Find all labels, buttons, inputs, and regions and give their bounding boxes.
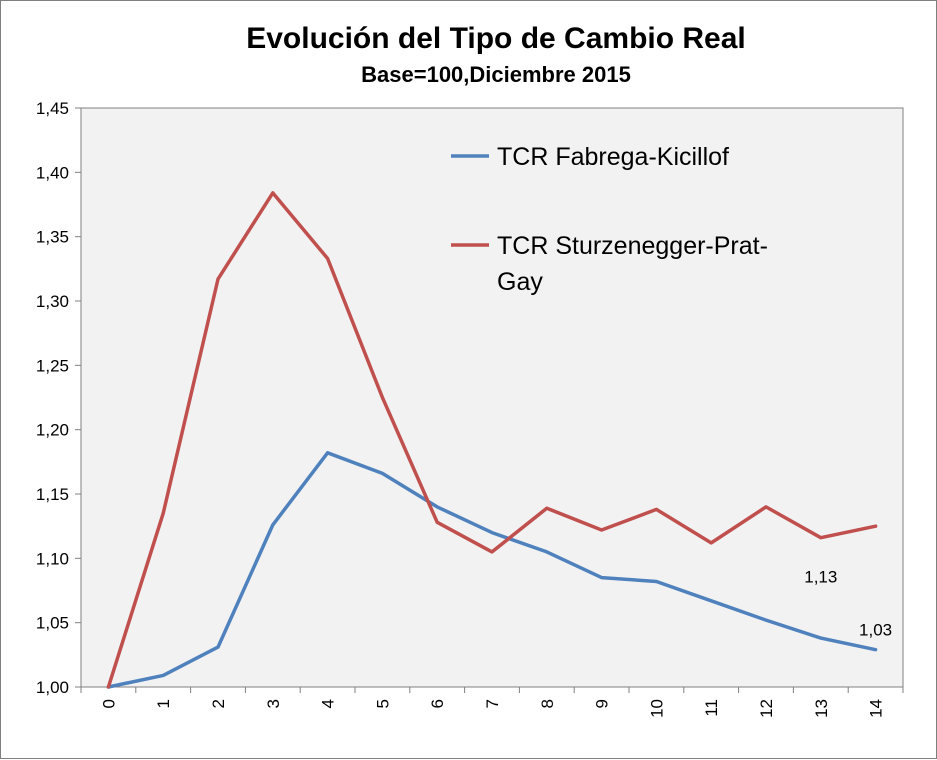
x-tick-label: 2 (209, 699, 228, 708)
y-tick-label: 1,05 (36, 614, 69, 633)
x-tick-label: 4 (319, 699, 338, 708)
y-tick-label: 1,15 (36, 485, 69, 504)
x-axis: 0 1 2 3 4 5 6 7 8 9 10 11 12 13 14 (80, 687, 904, 718)
x-tick-label: 11 (702, 699, 721, 717)
y-axis: 1,00 1,05 1,10 1,15 1,20 1,25 1,30 1,35 1,40 1,45 (36, 99, 81, 697)
y-tick-label: 1,20 (36, 421, 69, 440)
x-tick-label: 0 (99, 699, 118, 708)
series-line-1 (106, 191, 878, 689)
x-tick-label: 8 (538, 699, 557, 708)
series-line-0 (106, 451, 878, 689)
y-tick-label: 1,10 (36, 549, 69, 568)
y-tick-label: 1,40 (36, 163, 69, 182)
y-tick-label: 1,45 (36, 99, 69, 118)
y-tick-label: 1,00 (36, 678, 69, 697)
series-layer (106, 191, 878, 689)
y-tick-label: 1,35 (36, 228, 69, 247)
x-tick-label: 7 (483, 699, 502, 708)
x-tick-label: 10 (647, 699, 666, 718)
chart-subtitle: Base=100,Diciembre 2015 (361, 62, 631, 87)
x-tick-label: 6 (428, 699, 447, 708)
x-tick-label: 13 (812, 699, 831, 718)
x-tick-label: 14 (867, 699, 886, 718)
y-tick-label: 1,25 (36, 356, 69, 375)
legend: TCR Fabrega-Kicillof TCR Sturzenegger-Pra… (451, 143, 768, 296)
x-tick-label: 5 (373, 699, 392, 708)
plot-area (80, 107, 904, 688)
x-tick-label: 12 (757, 699, 776, 718)
data-label: 1,13 (804, 568, 837, 587)
x-tick-label: 3 (264, 699, 283, 708)
chart-title: Evolución del Tipo de Cambio Real (246, 22, 746, 55)
annotations: 1,13 1,03 (804, 568, 892, 640)
legend-label-0: TCR Fabrega-Kicillof (497, 143, 729, 171)
legend-label-1: TCR Sturzenegger-Prat-Gay (497, 232, 768, 296)
x-tick-label: 1 (154, 699, 173, 708)
x-tick-label: 9 (593, 699, 612, 708)
data-label: 1,03 (859, 621, 892, 640)
y-tick-label: 1,30 (36, 292, 69, 311)
